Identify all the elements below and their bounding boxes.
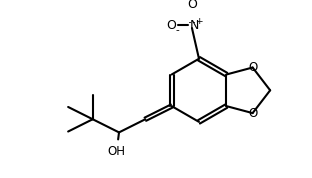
Text: OH: OH bbox=[107, 145, 125, 158]
Text: O: O bbox=[166, 19, 176, 32]
Text: O: O bbox=[248, 61, 257, 74]
Text: O: O bbox=[187, 0, 197, 11]
Text: N: N bbox=[190, 19, 199, 32]
Text: -: - bbox=[175, 25, 179, 35]
Text: +: + bbox=[195, 17, 203, 25]
Text: O: O bbox=[248, 107, 257, 120]
